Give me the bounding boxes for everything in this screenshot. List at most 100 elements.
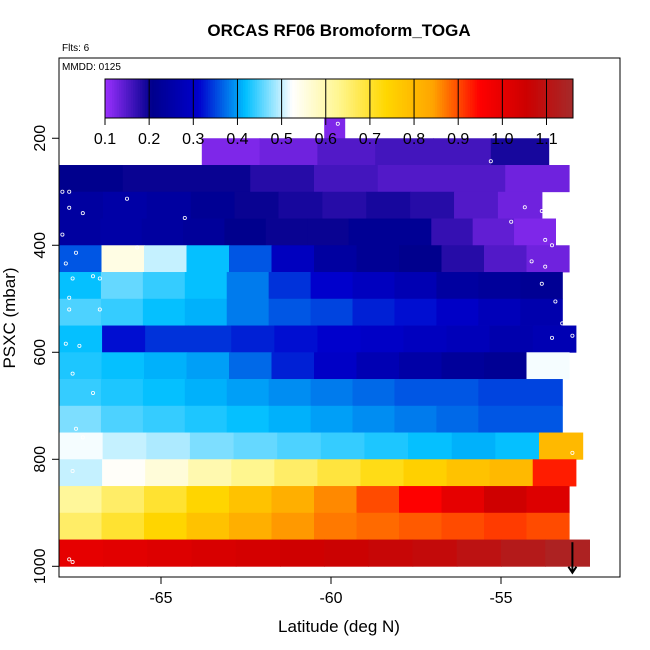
sample-point — [550, 335, 555, 340]
colorbar-segment — [540, 79, 544, 118]
colorbar-segment — [411, 79, 415, 118]
colorbar-segment — [186, 79, 190, 118]
heatmap-cell — [101, 486, 145, 514]
heatmap-cell — [489, 459, 534, 487]
colorbar-segment — [193, 79, 197, 118]
heatmap-cell — [184, 379, 228, 407]
heatmap-cell — [441, 512, 485, 540]
heatmap-cell — [394, 272, 437, 300]
colorbar-segment — [243, 79, 246, 118]
colorbar-segment — [339, 79, 342, 118]
colorbar-segment — [147, 79, 150, 118]
heatmap-cell — [101, 512, 145, 540]
colorbar-segment — [551, 79, 555, 118]
colorbar-segment — [397, 79, 401, 118]
colorbar-segment — [479, 79, 483, 118]
heatmap-cell — [229, 245, 273, 273]
heatmap-cell — [399, 512, 443, 540]
heatmap-cell — [59, 405, 102, 433]
heatmap-cell — [368, 539, 414, 567]
colorbar-segment — [467, 79, 471, 118]
heatmap-cell — [436, 379, 479, 407]
sample-point — [335, 121, 340, 126]
heatmap-cell — [454, 191, 499, 219]
heatmap-cell — [310, 272, 354, 300]
colorbar-segment — [554, 79, 558, 118]
colorbar-segment — [254, 79, 258, 118]
colorbar-segment — [296, 79, 300, 118]
heatmap-cell — [446, 459, 491, 487]
colorbar-segment — [392, 79, 396, 118]
colorbar-segment — [207, 79, 211, 118]
colorbar-segment — [561, 79, 565, 118]
heatmap-cell — [532, 459, 577, 487]
heatmap-cell — [234, 191, 280, 219]
heatmap-cell — [59, 539, 104, 567]
colorbar-segment — [306, 79, 310, 118]
sample-point — [570, 379, 575, 384]
heatmap-cell — [532, 325, 577, 353]
sample-point — [522, 205, 527, 210]
heatmap-cell — [146, 432, 191, 460]
heatmap-cell — [501, 539, 546, 567]
heatmap-cell — [456, 539, 502, 567]
colorbar-segment — [135, 79, 139, 118]
heatmap-cell — [472, 218, 515, 246]
heatmap-cell — [478, 405, 521, 433]
colorbar-segment — [175, 79, 179, 118]
heatmap-cell — [307, 218, 350, 246]
colorbar-segment — [278, 79, 281, 118]
heatmap-cell — [514, 218, 556, 246]
heatmap-cell — [100, 298, 144, 326]
y-tick-label: 600 — [32, 339, 49, 366]
heatmap-cell — [520, 379, 563, 407]
heatmap-cell — [314, 165, 379, 193]
heatmap-cell — [224, 218, 267, 246]
heatmap-cell — [265, 218, 308, 246]
colorbar-segment — [214, 79, 218, 118]
colorbar-segment — [502, 79, 506, 118]
colorbar-segment — [334, 79, 338, 118]
colorbar-segment — [537, 79, 541, 118]
sample-point — [80, 435, 85, 440]
heatmap-cell — [490, 138, 550, 166]
heatmap-cell — [188, 459, 232, 487]
sample-point — [70, 560, 75, 565]
heatmap-cell — [352, 298, 396, 326]
colorbar-segment — [425, 79, 429, 118]
heatmap-cell — [271, 352, 315, 380]
heatmap-cell — [478, 272, 521, 300]
heatmap-cell — [352, 272, 396, 300]
colorbar-segment — [257, 79, 260, 118]
colorbar-segment — [329, 79, 333, 118]
heatmap-cell — [478, 379, 521, 407]
colorbar-tick-label: 1.1 — [535, 131, 557, 148]
heatmap-cell — [59, 486, 103, 514]
colorbar-segment — [121, 79, 125, 118]
heatmap-cell — [233, 432, 278, 460]
chart-title: ORCAS RF06 Bromoform_TOGA — [207, 21, 470, 40]
sample-point — [570, 333, 575, 338]
heatmap-cell — [366, 191, 411, 219]
colorbar-segment — [158, 79, 162, 118]
colorbar-segment — [378, 79, 382, 118]
sample-point — [539, 281, 544, 286]
colorbar-segment — [292, 79, 296, 118]
sample-point — [580, 500, 585, 505]
sample-point — [570, 401, 575, 406]
sample-point — [60, 189, 65, 194]
colorbar-segment — [521, 79, 525, 118]
colorbar-segment — [177, 79, 181, 118]
sample-point — [70, 469, 75, 474]
heatmap-cell — [451, 432, 496, 460]
colorbar-segment — [385, 79, 389, 118]
heatmap-cell — [189, 432, 235, 460]
colorbar-segment — [156, 79, 160, 118]
heatmap-cell — [489, 325, 534, 353]
heatmap-cell — [59, 352, 103, 380]
heatmap-cell — [526, 245, 570, 273]
colorbar-segment — [107, 79, 111, 118]
colorbar-segment — [196, 79, 200, 118]
heatmap-cell — [356, 245, 400, 273]
